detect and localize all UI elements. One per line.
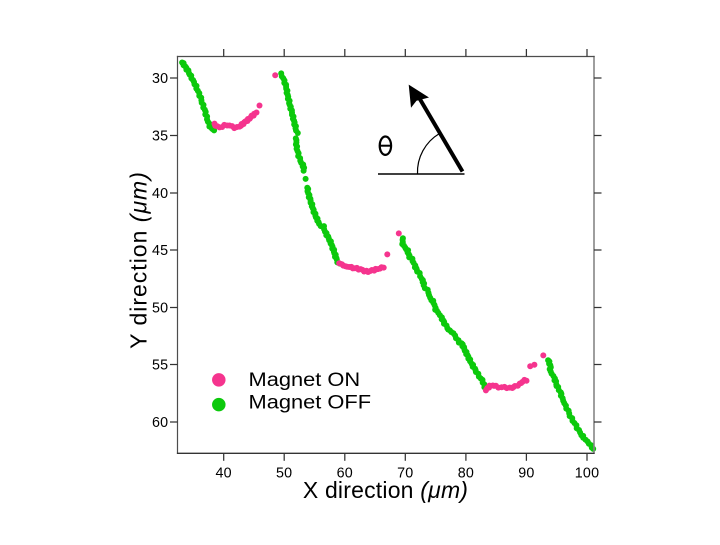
- svg-text:Y direction (μm): Y direction (μm): [126, 171, 152, 349]
- svg-text:40: 40: [152, 186, 168, 202]
- svg-text:X direction (μm): X direction (μm): [303, 477, 468, 503]
- svg-text:Magnet OFF: Magnet OFF: [249, 392, 372, 413]
- svg-text:30: 30: [152, 71, 168, 87]
- svg-text:40: 40: [216, 465, 232, 481]
- svg-text:80: 80: [458, 465, 474, 481]
- svg-text:35: 35: [152, 129, 168, 145]
- svg-text:50: 50: [276, 465, 292, 481]
- svg-text:45: 45: [152, 243, 168, 259]
- svg-text:60: 60: [337, 465, 353, 481]
- svg-text:55: 55: [152, 358, 168, 374]
- svg-text:70: 70: [397, 465, 413, 481]
- svg-text:90: 90: [518, 465, 534, 481]
- svg-text:100: 100: [575, 465, 599, 481]
- svg-text:50: 50: [152, 301, 168, 317]
- svg-text:Magnet ON: Magnet ON: [249, 369, 361, 390]
- svg-text:60: 60: [152, 415, 168, 431]
